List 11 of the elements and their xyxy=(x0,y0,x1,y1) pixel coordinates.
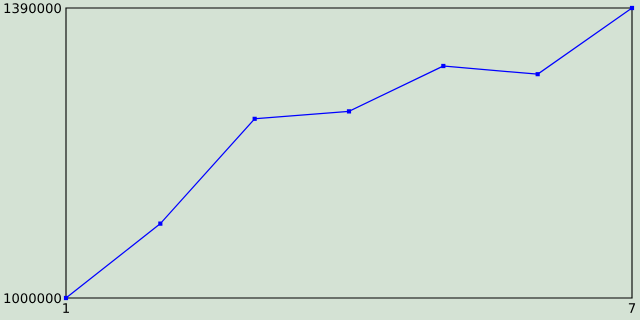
point xyxy=(536,72,540,76)
x-tick-label: 1 xyxy=(63,303,69,313)
y-tick-label: 1000000 xyxy=(4,293,61,304)
point xyxy=(441,64,446,68)
x-tick-label: 7 xyxy=(628,303,636,313)
y-tick-label: 1390000 xyxy=(4,3,61,14)
point xyxy=(64,296,68,300)
point xyxy=(158,222,162,226)
point xyxy=(630,6,634,10)
point xyxy=(346,109,352,114)
point xyxy=(252,116,257,121)
